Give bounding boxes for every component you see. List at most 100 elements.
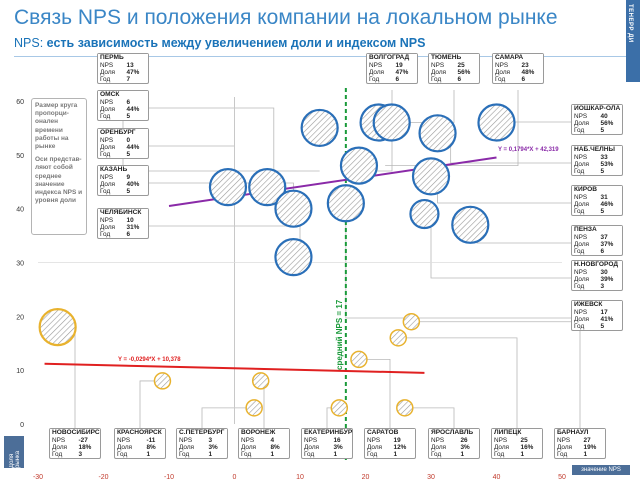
nps-label: NPS	[574, 194, 588, 201]
share-row: Доля 8%	[239, 444, 289, 451]
year-value: 1	[583, 451, 588, 458]
city-name: ЯРОСЛАВЛЬ	[429, 429, 479, 437]
share-label: Доля	[574, 316, 590, 323]
share-value: 8%	[146, 444, 156, 451]
year-value: 1	[208, 451, 213, 458]
brand-logo: TEHEPP ДИ	[626, 0, 640, 82]
share-row: Доля 40%	[98, 181, 148, 188]
share-label: Доля	[574, 161, 590, 168]
year-row: Год 6	[572, 248, 622, 255]
share-label: Доля	[495, 69, 511, 76]
nps-row: NPS 9	[98, 174, 148, 181]
city-name: НАБ.ЧЕЛНЫ	[572, 146, 622, 154]
year-row: Год 1	[177, 451, 227, 458]
year-row: Год 5	[572, 323, 622, 330]
city-box: ПЕНЗА NPS 37 Доля 37% Год 6	[571, 225, 623, 256]
city-box: САМАРА NPS 23 Доля 48% Год 6	[492, 53, 544, 84]
city-stats: NPS 10 Доля 31% Год 6	[98, 217, 148, 238]
year-row: Год 3	[50, 451, 100, 458]
share-label: Доля	[574, 201, 590, 208]
connector-line	[404, 407, 455, 428]
city-stats: NPS -27 Доля 18% Год 3	[50, 437, 100, 458]
subtitle-text: есть зависимость между увеличением доли …	[46, 36, 426, 50]
share-value: 47%	[126, 69, 140, 76]
city-stats: NPS 33 Доля 53% Год 5	[572, 154, 622, 175]
city-box: ОМСК NPS 6 Доля 44% Год 5	[97, 90, 149, 121]
share-row: Доля 41%	[572, 316, 622, 323]
year-row: Год 1	[302, 451, 352, 458]
nps-row: NPS 0	[98, 137, 148, 144]
data-point	[274, 189, 313, 228]
connector-line	[398, 90, 455, 123]
city-stats: NPS 16 Доля 3% Год 1	[302, 437, 352, 458]
nps-value: 10	[126, 217, 134, 224]
year-row: Год 7	[98, 76, 148, 83]
nps-value: 0	[126, 137, 131, 144]
connector-line	[398, 337, 518, 428]
share-label: Доля	[100, 224, 116, 231]
nps-value: 33	[600, 154, 608, 161]
y-axis-badge-text: Доля рынка	[9, 450, 21, 468]
nps-label: NPS	[574, 154, 588, 161]
nps-value: 23	[521, 62, 529, 69]
nps-label: NPS	[574, 269, 588, 276]
year-row: Год 5	[572, 127, 622, 134]
share-value: 40%	[126, 181, 140, 188]
x-tick-label: -30	[33, 474, 43, 481]
year-label: Год	[557, 451, 568, 458]
data-point	[389, 329, 407, 347]
share-value: 44%	[126, 144, 140, 151]
y-tick-label: 50	[16, 153, 24, 160]
city-box: САРАТОВ NPS 19 Доля 12% Год 1	[364, 428, 416, 459]
city-box: ИЖЕВСК NPS 17 Доля 41% Год 5	[571, 300, 623, 331]
year-label: Год	[574, 168, 585, 175]
city-name: КРАСНОЯРСК	[115, 429, 165, 437]
city-box: ВОРОНЕЖ NPS 4 Доля 8% Год 1	[238, 428, 290, 459]
year-value: 5	[126, 113, 131, 120]
nps-row: NPS -27	[50, 437, 100, 444]
share-value: 16%	[520, 444, 534, 451]
share-label: Доля	[557, 444, 573, 451]
connector-line	[476, 224, 571, 244]
year-label: Год	[52, 451, 63, 458]
data-point	[248, 168, 287, 207]
nps-label: NPS	[100, 137, 114, 144]
year-value: 6	[395, 76, 400, 83]
year-label: Год	[574, 208, 585, 215]
city-name: ВОЛГОГРАД	[367, 54, 417, 62]
city-stats: NPS 27 Доля 19% Год 1	[555, 437, 605, 458]
share-label: Доля	[52, 444, 68, 451]
nps-row: NPS 37	[572, 234, 622, 241]
city-name: НОВОСИБИРСК	[50, 429, 100, 437]
city-stats: NPS 37 Доля 37% Год 6	[572, 234, 622, 255]
nps-row: NPS 6	[98, 99, 148, 106]
connector-line	[345, 203, 571, 319]
nps-label: NPS	[574, 309, 588, 316]
city-box: НОВОСИБИРСК NPS -27 Доля 18% Год 3	[49, 428, 101, 459]
share-row: Доля 56%	[429, 69, 479, 76]
city-stats: NPS 19 Доля 12% Год 1	[365, 437, 415, 458]
share-label: Доля	[100, 144, 116, 151]
share-value: 44%	[126, 106, 140, 113]
nps-row: NPS 4	[239, 437, 289, 444]
city-name: ОМСК	[98, 91, 148, 99]
share-value: 18%	[78, 444, 92, 451]
city-stats: NPS 0 Доля 44% Год 5	[98, 137, 148, 158]
nps-row: NPS 17	[572, 309, 622, 316]
legend-note-size: Размер круга пропорци-онален времени раб…	[35, 102, 78, 151]
year-label: Год	[304, 451, 315, 458]
data-point	[372, 103, 411, 142]
nps-label: NPS	[304, 437, 318, 444]
page-title: Связь NPS и положения компании на локаль…	[14, 6, 558, 29]
connector-line	[122, 90, 320, 172]
nps-value: 19	[395, 62, 403, 69]
year-value: 1	[520, 451, 525, 458]
year-label: Год	[367, 451, 378, 458]
legend-note-axes: Оси представ-ляют собой среднее значение…	[35, 156, 83, 205]
year-row: Год 1	[365, 451, 415, 458]
year-value: 1	[393, 451, 398, 458]
data-point	[350, 350, 368, 369]
legend-note: Размер круга пропорци-онален времени раб…	[31, 98, 87, 235]
share-value: 19%	[583, 444, 597, 451]
share-row: Доля 37%	[572, 241, 622, 248]
